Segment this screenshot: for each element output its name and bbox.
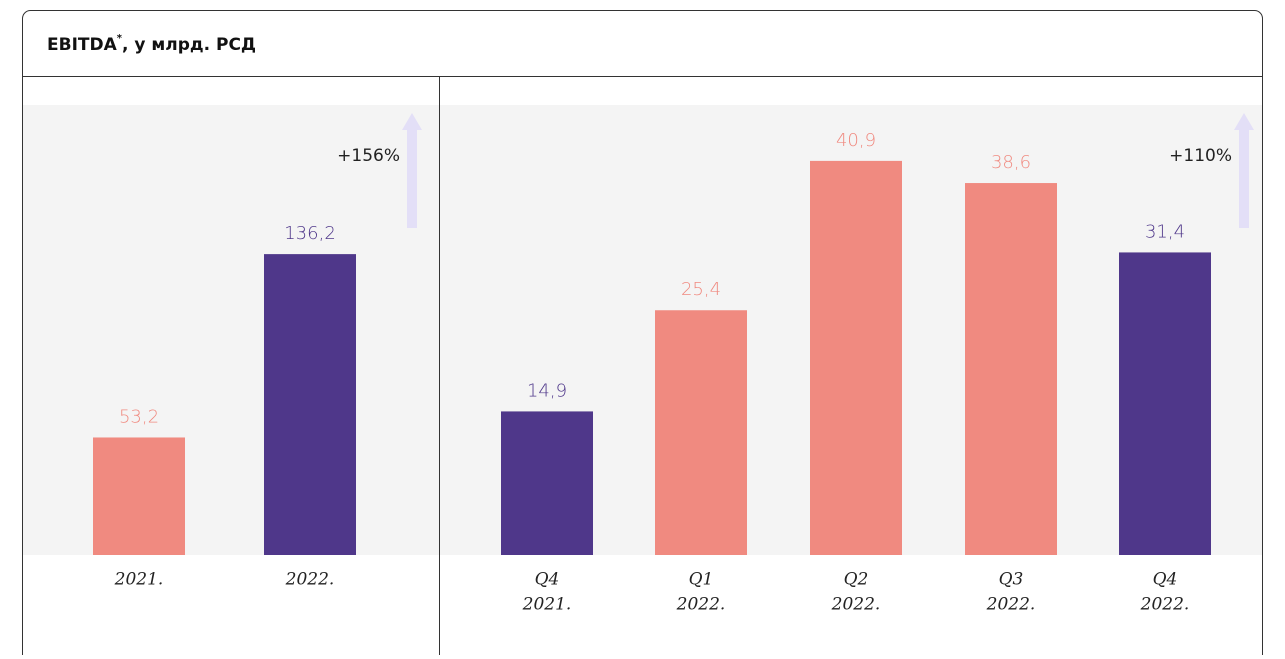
growth-arrow: [1234, 113, 1254, 228]
title-mark: *: [117, 33, 123, 44]
bar: [655, 310, 747, 555]
x-tick-label: 2022.: [986, 595, 1036, 615]
x-tick-label: Q1: [689, 570, 714, 590]
annotation: +156%: [337, 146, 400, 166]
x-tick-label: 2022.: [676, 595, 726, 615]
bar: [1119, 252, 1211, 555]
value-label: 31,4: [1145, 221, 1185, 242]
x-tick-label: Q2: [844, 570, 869, 590]
x-tick-label: 2022.: [285, 570, 335, 590]
title-main: EBITDA: [47, 35, 118, 55]
bar: [810, 160, 902, 555]
growth-arrow: [402, 113, 422, 228]
x-tick-label: 2021.: [522, 595, 572, 615]
bar: [264, 254, 356, 556]
annotation: +110%: [1169, 146, 1232, 166]
value-label: 136,2: [284, 223, 336, 244]
value-label: 40,9: [836, 130, 876, 151]
plot-background: [23, 105, 1262, 555]
x-tick-label: Q4: [535, 570, 560, 590]
bar: [93, 437, 185, 555]
x-tick-label: Q4: [1153, 570, 1178, 590]
chart-title: EBITDA*, у млрд. РСД: [47, 33, 256, 55]
bar: [501, 411, 593, 555]
value-label: 53,2: [119, 406, 159, 427]
x-tick-label: 2022.: [1140, 595, 1190, 615]
x-tick-label: Q3: [999, 570, 1024, 590]
x-tick-label: 2022.: [831, 595, 881, 615]
x-tick-label: 2021.: [114, 570, 164, 590]
bar: [965, 183, 1057, 555]
value-label: 25,4: [681, 279, 721, 300]
title-rest: , у млрд. РСД: [122, 35, 256, 55]
value-label: 38,6: [991, 152, 1031, 173]
value-label: 14,9: [527, 380, 567, 401]
